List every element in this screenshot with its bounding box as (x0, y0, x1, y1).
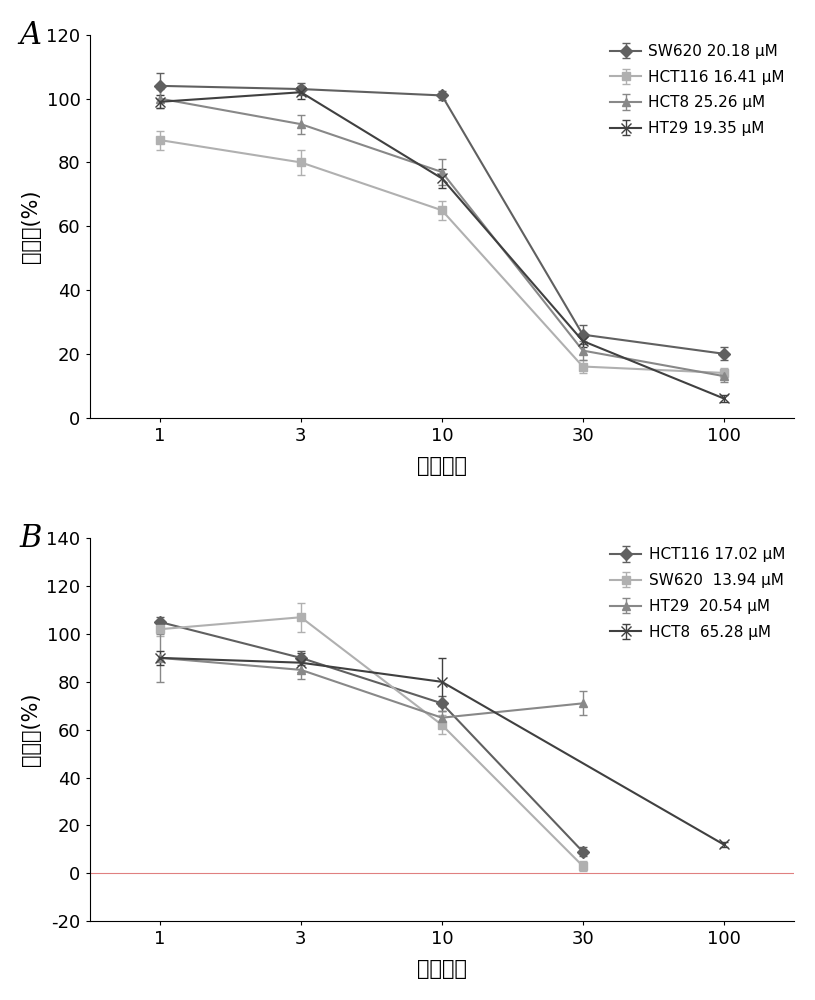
Text: A: A (19, 20, 41, 51)
X-axis label: 瑞格替尼: 瑞格替尼 (416, 456, 467, 476)
Legend: SW620 20.18 μM, HCT116 16.41 μM, HCT8 25.26 μM, HT29 19.35 μM: SW620 20.18 μM, HCT116 16.41 μM, HCT8 25… (606, 39, 790, 141)
Legend: HCT116 17.02 μM, SW620  13.94 μM, HT29  20.54 μM, HCT8  65.28 μM: HCT116 17.02 μM, SW620 13.94 μM, HT29 20… (606, 543, 790, 644)
Y-axis label: 存活率(%): 存活率(%) (21, 189, 41, 263)
Y-axis label: 存活率(%): 存活率(%) (21, 693, 41, 766)
Text: B: B (19, 523, 42, 554)
X-axis label: 拉帕替尼: 拉帕替尼 (416, 959, 467, 979)
